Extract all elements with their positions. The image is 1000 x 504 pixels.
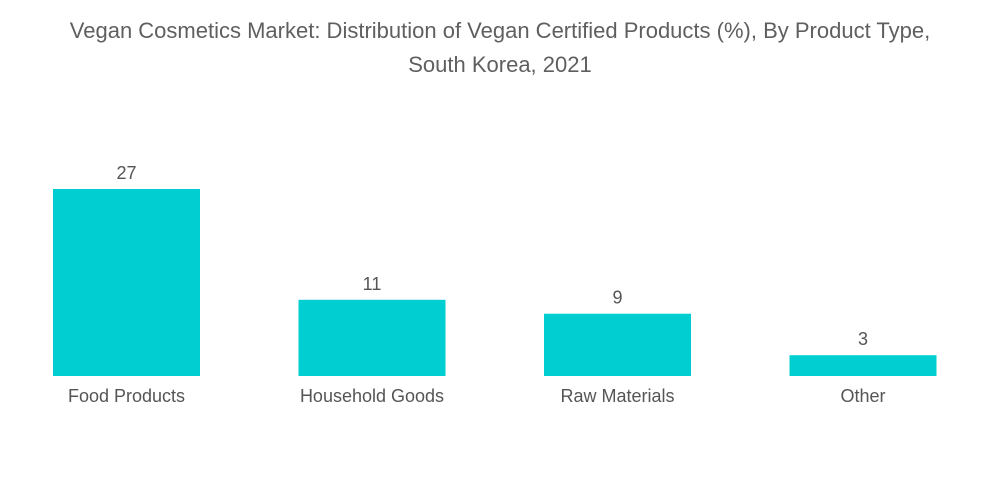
chart-title: Vegan Cosmetics Market: Distribution of … <box>0 14 1000 82</box>
x-tick-label-household-goods: Household Goods <box>300 386 444 406</box>
bar-raw-materials <box>544 313 691 376</box>
x-tick-label-other: Other <box>840 386 885 406</box>
data-label-other: 3 <box>858 329 868 349</box>
x-tick-label-raw-materials: Raw Materials <box>560 386 674 406</box>
chart-title-line-2: South Korea, 2021 <box>408 52 592 77</box>
chart-title-line-1: Vegan Cosmetics Market: Distribution of … <box>69 18 931 43</box>
data-label-household-goods: 11 <box>363 274 382 294</box>
bar-other <box>789 355 937 376</box>
bar-food-products <box>53 189 200 376</box>
data-label-food-products: 27 <box>116 163 136 183</box>
data-label-raw-materials: 9 <box>612 288 622 308</box>
bar-household-goods <box>298 299 446 376</box>
x-tick-label-food-products: Food Products <box>68 386 185 406</box>
